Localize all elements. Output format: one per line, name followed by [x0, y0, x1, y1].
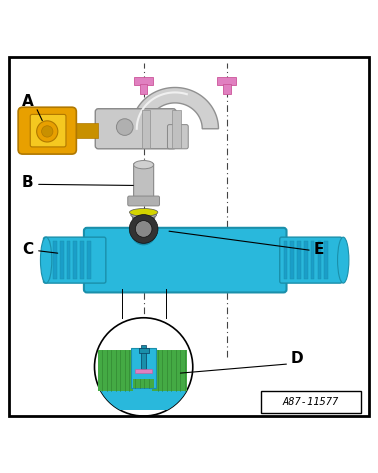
FancyBboxPatch shape	[134, 163, 153, 200]
Bar	[304, 241, 308, 280]
Bar	[297, 241, 301, 280]
Bar	[290, 241, 294, 280]
Bar	[152, 350, 187, 392]
Bar	[60, 241, 64, 280]
Bar	[223, 84, 231, 95]
Bar	[139, 348, 149, 353]
Bar	[133, 379, 154, 387]
FancyBboxPatch shape	[280, 237, 342, 283]
Bar	[172, 110, 181, 148]
Circle shape	[94, 318, 193, 416]
FancyBboxPatch shape	[128, 196, 160, 206]
Bar	[261, 392, 361, 413]
Bar	[80, 241, 84, 280]
Bar	[100, 376, 187, 411]
Ellipse shape	[131, 211, 156, 219]
Circle shape	[129, 215, 158, 243]
Bar	[134, 77, 153, 85]
FancyBboxPatch shape	[167, 124, 188, 149]
Text: E: E	[314, 242, 324, 256]
Circle shape	[135, 220, 152, 237]
Bar	[132, 348, 156, 387]
Bar	[53, 241, 57, 280]
FancyBboxPatch shape	[18, 107, 76, 154]
Polygon shape	[132, 88, 218, 129]
Ellipse shape	[134, 160, 154, 169]
Text: A87-11577: A87-11577	[283, 397, 339, 407]
Bar	[141, 345, 146, 369]
Bar	[284, 241, 287, 280]
Text: C: C	[22, 242, 33, 256]
Ellipse shape	[132, 214, 155, 221]
FancyBboxPatch shape	[84, 228, 287, 292]
Bar	[318, 241, 321, 280]
Ellipse shape	[129, 209, 158, 216]
Bar	[217, 77, 236, 85]
FancyBboxPatch shape	[95, 109, 176, 149]
Text: A: A	[22, 94, 34, 109]
Ellipse shape	[134, 219, 153, 227]
Ellipse shape	[40, 237, 52, 283]
FancyBboxPatch shape	[43, 237, 106, 283]
Bar	[73, 241, 77, 280]
FancyBboxPatch shape	[30, 114, 66, 147]
Text: B: B	[22, 175, 34, 190]
Circle shape	[132, 220, 156, 245]
Bar	[324, 241, 328, 280]
Bar	[67, 241, 70, 280]
Bar	[142, 110, 150, 148]
Ellipse shape	[133, 217, 154, 224]
Bar	[140, 84, 147, 95]
Circle shape	[116, 119, 133, 135]
Bar	[72, 123, 98, 138]
Text: D: D	[291, 351, 304, 366]
Bar	[311, 241, 314, 280]
Bar	[135, 369, 152, 373]
Ellipse shape	[338, 237, 349, 283]
Circle shape	[37, 121, 58, 142]
Bar	[98, 350, 133, 392]
Circle shape	[42, 126, 53, 137]
Bar	[46, 241, 50, 280]
Bar	[87, 241, 91, 280]
